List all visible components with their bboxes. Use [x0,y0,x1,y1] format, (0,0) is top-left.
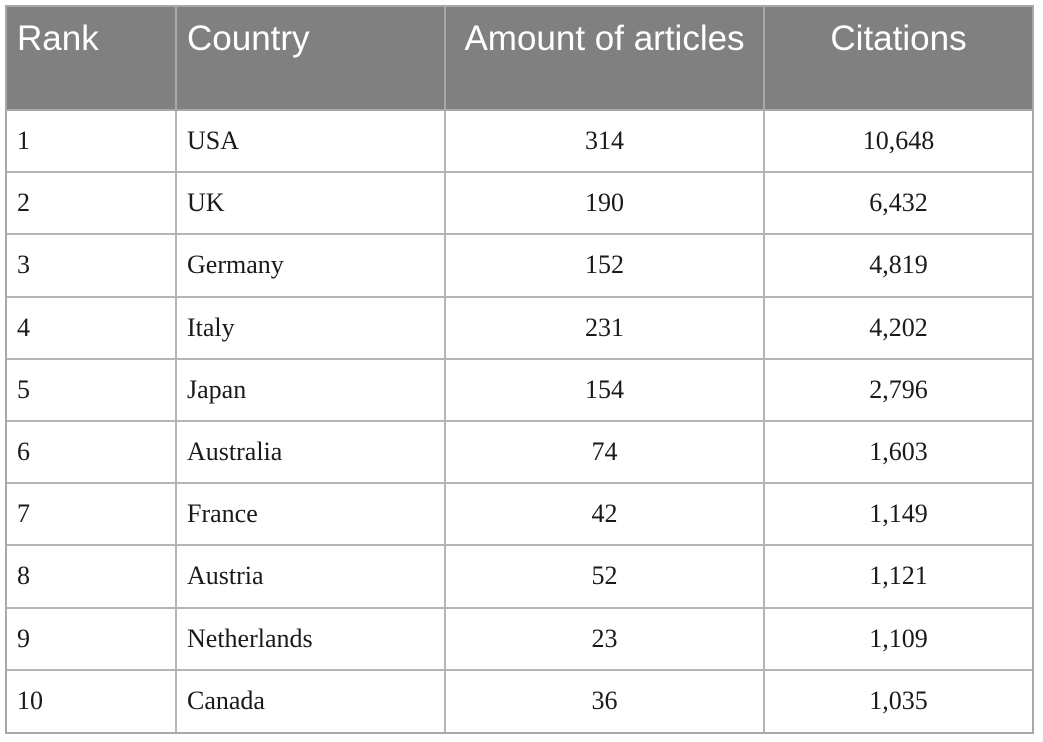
cell-articles: 23 [445,607,765,671]
cell-rank: 9 [7,607,177,671]
cell-country: Canada [176,669,446,732]
cell-country: Germany [176,234,446,298]
cell-articles: 154 [445,358,765,422]
cell-citations: 1,109 [764,607,1032,671]
cell-articles: 314 [445,110,765,174]
header-row: Rank Country Amount of articles Citation… [7,7,1032,111]
cell-citations: 6,432 [764,172,1032,236]
cell-articles: 42 [445,483,765,547]
cell-rank: 3 [7,234,177,298]
table-row: 6 Australia 74 1,603 [7,420,1032,485]
table-row: 4 Italy 231 4,202 [7,296,1032,360]
cell-rank: 1 [7,110,177,174]
table-row: 9 Netherlands 23 1,109 [7,607,1032,671]
cell-rank: 10 [7,669,177,732]
cell-citations: 1,035 [869,686,928,716]
table-header: Rank Country Amount of articles Citation… [7,7,1032,111]
cell-citations: 1,149 [764,483,1032,547]
table-body: 1 USA 314 10,648 2 UK 190 6,432 3 German… [7,110,1032,732]
header-amount-of-articles: Amount of articles [445,7,765,111]
cell-country: USA [176,110,446,174]
header-citations: Citations [764,7,1032,111]
table-row: 7 France 42 1,149 [7,483,1032,547]
cell-country: Australia [176,420,446,485]
cell-country: France [176,483,446,547]
header-rank: Rank [7,7,177,111]
cell-articles: 190 [445,172,765,236]
cell-rank: 4 [7,296,177,360]
table-row: 10 Canada 36 1,035 [7,669,1032,732]
cell-rank: 2 [7,172,177,236]
cell-rank: 5 [7,358,177,422]
cell-citations: 4,202 [764,296,1032,360]
cell-citations: 4,819 [764,234,1032,298]
country-citations-table: Rank Country Amount of articles Citation… [5,5,1034,734]
cell-articles: 52 [445,545,765,609]
table-row: 2 UK 190 6,432 [7,172,1032,236]
header-country: Country [176,7,446,111]
cell-country: Italy [176,296,446,360]
cell-rank: 7 [7,483,177,547]
cell-articles: 36 [445,669,765,732]
cell-articles: 152 [445,234,765,298]
cell-articles: 231 [445,296,765,360]
cell-citations: 10,648 [764,110,1032,174]
table-row: 8 Austria 52 1,121 [7,545,1032,609]
table-row: 1 USA 314 10,648 [7,110,1032,174]
cell-rank: 8 [7,545,177,609]
cell-rank: 6 [7,420,177,485]
cell-country: Japan [176,358,446,422]
cell-citations: 2,796 [764,358,1032,422]
table-row: 3 Germany 152 4,819 [7,234,1032,298]
data-table: Rank Country Amount of articles Citation… [7,7,1032,732]
cell-country: Netherlands [176,607,446,671]
cell-country: UK [176,172,446,236]
cell-citations: 1,603 [764,420,1032,485]
cell-articles: 74 [445,420,765,485]
cell-country: Austria [176,545,446,609]
table-row: 5 Japan 154 2,796 [7,358,1032,422]
cell-citations: 1,121 [764,545,1032,609]
